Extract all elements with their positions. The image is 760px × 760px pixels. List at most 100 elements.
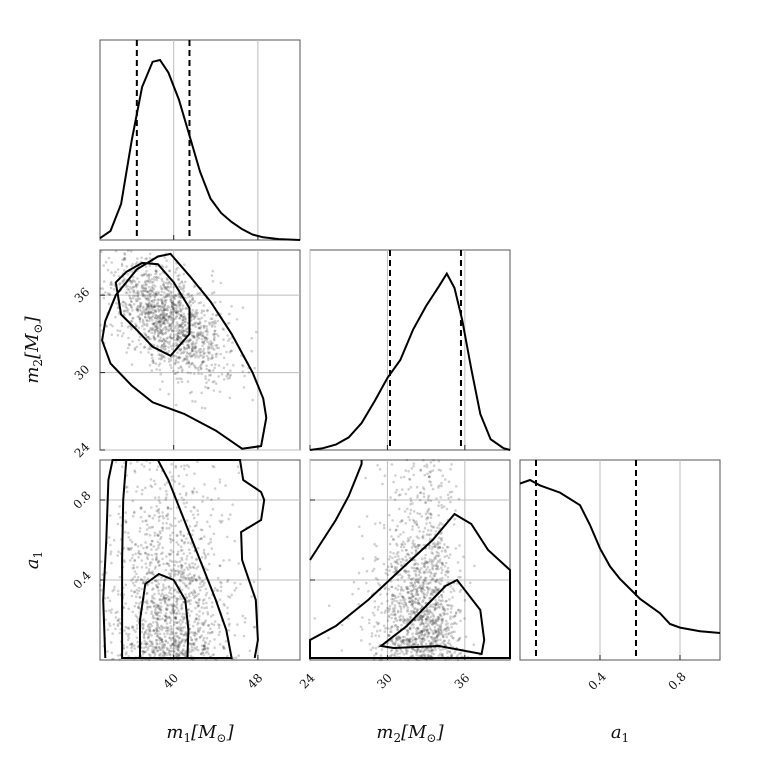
sample-point-m1-a1 [177,620,180,624]
sample-point-m1-m2 [185,362,188,366]
sample-point-m1-a1 [219,580,222,584]
sample-point-m2-a1 [405,548,408,552]
sample-point-m1-m2 [141,318,145,322]
sample-point-m1-a1 [155,622,159,625]
sample-point-m1-m2 [190,313,193,317]
sample-point-m1-a1 [165,555,168,558]
sample-point-m1-a1 [165,521,168,525]
sample-point-m2-a1 [398,615,401,619]
sample-point-m1-a1 [200,537,203,540]
sample-point-m1-a1 [163,578,167,582]
sample-point-m1-a1 [111,632,114,635]
sample-point-m2-a1 [400,564,403,567]
sample-point-m2-a1 [454,612,458,615]
sample-point-m1-m2 [158,308,161,312]
sample-point-m1-a1 [182,653,185,657]
sample-point-m2-a1 [408,638,412,641]
sample-point-m1-a1 [189,636,193,639]
sample-point-m2-a1 [419,629,423,633]
sample-point-m1-m2 [111,324,114,328]
sample-point-m2-a1 [425,522,428,525]
sample-point-m2-a1 [440,481,443,485]
sample-point-m1-a1 [179,628,183,631]
sample-point-m1-m2 [211,345,214,348]
sample-point-m1-a1 [252,626,256,629]
sample-point-m1-a1 [182,502,186,505]
sample-point-m1-a1 [169,630,173,634]
sample-point-m1-m2 [162,316,165,320]
sample-point-m1-m2 [167,325,171,328]
sample-point-m1-m2 [179,302,183,305]
sample-point-m2-a1 [422,565,426,568]
sample-point-m1-a1 [169,644,172,647]
sample-point-m2-a1 [393,566,397,569]
sample-point-m2-a1 [410,578,413,581]
sample-point-m1-a1 [164,626,167,629]
sample-point-m1-m2 [179,324,183,328]
sample-point-m1-m2 [172,335,176,339]
sample-point-m1-m2 [179,325,182,328]
sample-point-m2-a1 [429,529,433,532]
sample-point-m1-a1 [119,516,122,519]
sample-point-m1-m2 [154,324,158,328]
sample-point-m1-a1 [173,609,176,612]
sample-point-m2-a1 [432,525,436,529]
sample-point-m1-a1 [171,636,175,640]
sample-point-m1-m2 [167,289,171,293]
sample-point-m2-a1 [450,622,453,626]
sample-point-m2-a1 [411,599,415,603]
sample-point-m1-a1 [183,641,187,644]
sample-point-m2-a1 [423,654,426,658]
sample-point-m1-m2 [170,305,174,309]
sample-point-m1-m2 [153,285,157,288]
sample-point-m1-a1 [117,619,120,622]
sample-point-m1-a1 [113,585,116,589]
sample-point-m1-a1 [185,501,188,505]
sample-point-m1-m2 [162,313,165,317]
sample-point-m1-m2 [210,274,214,277]
sample-point-m1-m2 [162,283,165,287]
sample-point-m1-m2 [165,340,168,343]
sample-point-m2-a1 [412,473,416,477]
sample-point-m1-a1 [147,514,151,518]
sample-point-m1-m2 [204,330,207,333]
sample-point-m1-m2 [176,332,180,336]
sample-point-m1-a1 [178,643,181,647]
sample-point-m1-a1 [176,648,180,651]
sample-point-m1-a1 [153,579,157,583]
sample-point-m2-a1 [394,613,397,617]
sample-point-m1-a1 [172,611,176,615]
sample-point-m1-m2 [157,304,160,308]
sample-point-m1-m2 [182,283,186,287]
sample-point-m1-a1 [104,609,108,613]
sample-point-m2-a1 [435,642,438,645]
sample-point-m1-m2 [144,308,148,311]
sample-point-m1-m2 [205,329,208,333]
sample-point-m2-a1 [389,630,392,633]
sample-point-m1-m2 [150,356,154,360]
sample-point-m1-m2 [187,345,191,348]
sample-point-m1-a1 [205,591,209,595]
sample-point-m1-m2 [196,336,199,339]
sample-point-m2-a1 [394,636,398,640]
sample-point-m2-a1 [414,549,418,553]
sample-point-m1-a1 [189,577,192,580]
sample-point-m2-a1 [436,579,439,582]
sample-point-m1-m2 [230,349,233,353]
sample-point-m2-a1 [438,541,442,545]
sample-point-m2-a1 [414,593,418,596]
sample-point-m1-m2 [205,367,208,371]
sample-point-m1-a1 [152,587,155,590]
sample-point-m2-a1 [393,651,397,655]
sample-point-m2-a1 [449,610,453,614]
sample-point-m2-a1 [451,596,454,599]
sample-point-m2-a1 [404,571,408,574]
sample-point-m1-m2 [163,285,167,289]
sample-point-m1-a1 [181,618,185,621]
sample-point-m1-a1 [188,565,191,568]
sample-point-m1-m2 [142,322,145,326]
sample-point-m2-a1 [421,586,424,590]
sample-point-m2-a1 [451,587,455,591]
sample-point-m2-a1 [420,642,423,646]
sample-point-m2-a1 [429,499,433,503]
